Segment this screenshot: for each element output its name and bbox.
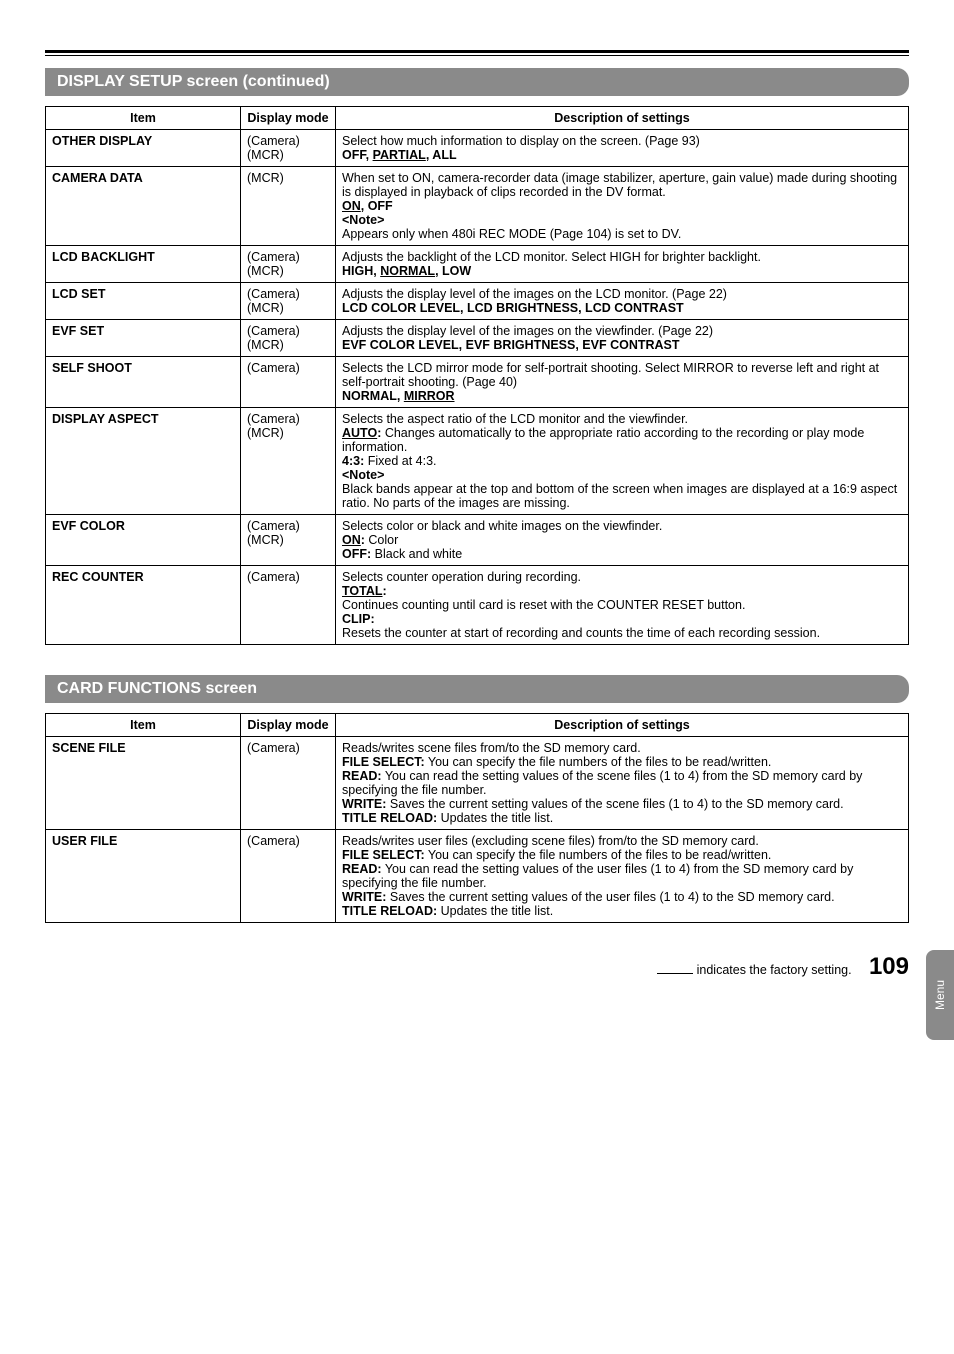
cell-item-name: REC COUNTER	[46, 566, 241, 645]
col-header-mode: Display mode	[241, 107, 336, 130]
underline-sample	[657, 973, 693, 974]
section-header: CARD FUNCTIONS screen	[45, 675, 909, 703]
cell-display-mode: (Camera)(MCR)	[241, 408, 336, 515]
cell-item-name: SCENE FILE	[46, 737, 241, 830]
factory-setting-text: indicates the factory setting.	[697, 963, 852, 977]
cell-display-mode: (Camera)	[241, 830, 336, 923]
table-row: SELF SHOOT(Camera)Selects the LCD mirror…	[46, 357, 909, 408]
cell-item-name: LCD SET	[46, 283, 241, 320]
table-row: CAMERA DATA(MCR)When set to ON, camera-r…	[46, 167, 909, 246]
table-row: DISPLAY ASPECT(Camera)(MCR)Selects the a…	[46, 408, 909, 515]
table-row: EVF COLOR(Camera)(MCR)Selects color or b…	[46, 515, 909, 566]
cell-display-mode: (MCR)	[241, 167, 336, 246]
cell-display-mode: (Camera)(MCR)	[241, 130, 336, 167]
cell-description: Selects the aspect ratio of the LCD moni…	[336, 408, 909, 515]
col-header-item: Item	[46, 714, 241, 737]
section-header: DISPLAY SETUP screen (continued)	[45, 68, 909, 96]
cell-display-mode: (Camera)(MCR)	[241, 283, 336, 320]
cell-display-mode: (Camera)(MCR)	[241, 515, 336, 566]
top-rule-thin	[45, 55, 909, 56]
settings-table: ItemDisplay modeDescription of settingsS…	[45, 713, 909, 923]
page-number: 109	[869, 953, 909, 980]
cell-display-mode: (Camera)(MCR)	[241, 320, 336, 357]
cell-item-name: LCD BACKLIGHT	[46, 246, 241, 283]
cell-description: Select how much information to display o…	[336, 130, 909, 167]
table-row: EVF SET(Camera)(MCR)Adjusts the display …	[46, 320, 909, 357]
settings-table: ItemDisplay modeDescription of settingsO…	[45, 106, 909, 645]
cell-display-mode: (Camera)	[241, 566, 336, 645]
cell-description: Adjusts the backlight of the LCD monitor…	[336, 246, 909, 283]
cell-item-name: EVF COLOR	[46, 515, 241, 566]
cell-description: Adjusts the display level of the images …	[336, 320, 909, 357]
cell-item-name: USER FILE	[46, 830, 241, 923]
side-tab-label: Menu	[933, 980, 947, 1010]
cell-description: Reads/writes user files (excluding scene…	[336, 830, 909, 923]
cell-description: Reads/writes scene files from/to the SD …	[336, 737, 909, 830]
cell-description: Adjusts the display level of the images …	[336, 283, 909, 320]
table-row: USER FILE(Camera)Reads/writes user files…	[46, 830, 909, 923]
table-row: SCENE FILE(Camera)Reads/writes scene fil…	[46, 737, 909, 830]
col-header-desc: Description of settings	[336, 714, 909, 737]
cell-item-name: EVF SET	[46, 320, 241, 357]
factory-setting-note: indicates the factory setting. 109	[657, 953, 909, 981]
table-row: LCD SET(Camera)(MCR)Adjusts the display …	[46, 283, 909, 320]
cell-item-name: DISPLAY ASPECT	[46, 408, 241, 515]
col-header-desc: Description of settings	[336, 107, 909, 130]
cell-display-mode: (Camera)(MCR)	[241, 246, 336, 283]
cell-display-mode: (Camera)	[241, 737, 336, 830]
cell-display-mode: (Camera)	[241, 357, 336, 408]
col-header-mode: Display mode	[241, 714, 336, 737]
cell-item-name: OTHER DISPLAY	[46, 130, 241, 167]
sections-container: DISPLAY SETUP screen (continued)ItemDisp…	[45, 68, 909, 923]
page-footer: indicates the factory setting. 109	[45, 953, 909, 981]
cell-item-name: CAMERA DATA	[46, 167, 241, 246]
table-row: OTHER DISPLAY(Camera)(MCR)Select how muc…	[46, 130, 909, 167]
table-row: LCD BACKLIGHT(Camera)(MCR)Adjusts the ba…	[46, 246, 909, 283]
cell-description: When set to ON, camera-recorder data (im…	[336, 167, 909, 246]
side-tab-menu: Menu	[926, 950, 954, 1040]
top-rule-thick	[45, 50, 909, 53]
cell-description: Selects color or black and white images …	[336, 515, 909, 566]
table-row: REC COUNTER(Camera)Selects counter opera…	[46, 566, 909, 645]
cell-description: Selects counter operation during recordi…	[336, 566, 909, 645]
cell-item-name: SELF SHOOT	[46, 357, 241, 408]
cell-description: Selects the LCD mirror mode for self-por…	[336, 357, 909, 408]
col-header-item: Item	[46, 107, 241, 130]
